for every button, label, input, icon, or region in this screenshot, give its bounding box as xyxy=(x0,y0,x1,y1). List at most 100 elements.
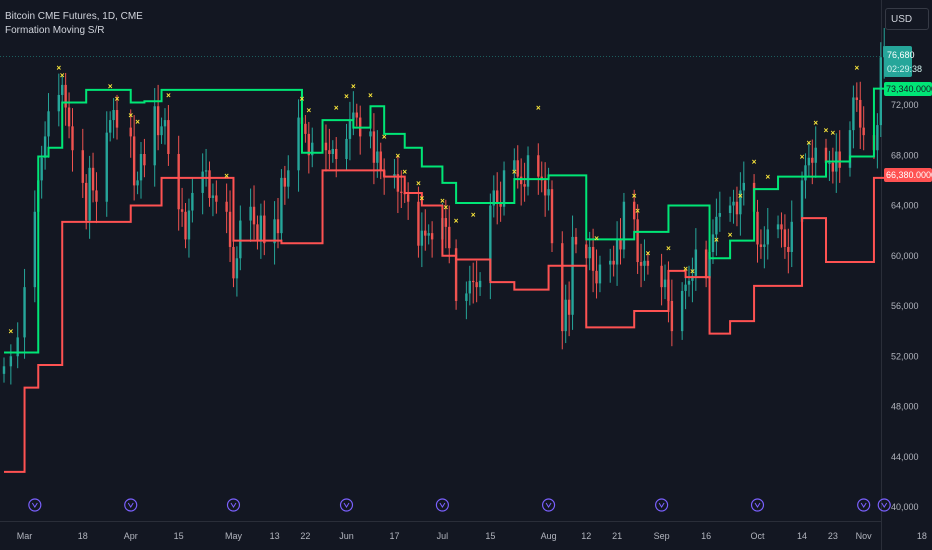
symbol-title[interactable]: Bitcoin CME Futures, 1D, CME xyxy=(5,11,143,22)
x-marker: × xyxy=(416,179,421,188)
x-marker: × xyxy=(334,104,339,113)
candle-body xyxy=(691,275,694,281)
candle-body xyxy=(420,230,424,246)
candle-body xyxy=(252,206,256,225)
event-icon xyxy=(877,498,891,512)
x-marker: × xyxy=(396,151,401,160)
last-price-label: 76,680 xyxy=(887,50,915,60)
candle-body xyxy=(311,142,314,156)
x-marker: × xyxy=(402,168,407,177)
candle-body xyxy=(831,162,835,172)
candle-body xyxy=(780,224,783,230)
candle-body xyxy=(502,170,506,207)
time-tick-label: Nov xyxy=(856,531,873,541)
time-tick-label: 22 xyxy=(300,531,310,541)
candle-body xyxy=(615,239,619,265)
x-marker: × xyxy=(752,158,757,167)
event-icon xyxy=(857,498,871,512)
candle-body xyxy=(759,244,763,247)
candle-body xyxy=(496,190,499,203)
event-icons[interactable] xyxy=(28,498,891,512)
x-marker: × xyxy=(594,234,599,243)
x-marker: × xyxy=(351,82,356,91)
candle-body xyxy=(643,260,646,266)
candle-body xyxy=(369,131,372,137)
candle-body xyxy=(444,218,448,227)
event-icon-glyph xyxy=(31,502,38,508)
candle-body xyxy=(239,220,242,259)
candle-body xyxy=(406,194,410,202)
candle-body xyxy=(852,97,855,131)
x-marker: × xyxy=(135,117,140,126)
candle-body xyxy=(417,201,420,246)
resistance-tag xyxy=(884,82,932,96)
x-marker: × xyxy=(454,217,459,226)
candle-body xyxy=(283,177,287,187)
candle-body xyxy=(235,258,239,279)
candle-body xyxy=(256,224,259,241)
price-tick-label: 72,000 xyxy=(891,100,919,110)
x-marker: × xyxy=(683,264,688,273)
candle-body xyxy=(684,284,687,291)
candle-body xyxy=(132,136,136,186)
time-axis[interactable]: Mar 18 Apr 15 May 13 22 Jun 17 Jul 15 Aug 12 21 Sep 16 O… xyxy=(17,531,927,541)
time-tick-label: Oct xyxy=(750,531,765,541)
x-marker: × xyxy=(646,249,651,258)
event-icon xyxy=(654,498,669,512)
currency-button[interactable]: USD xyxy=(885,8,929,30)
price-tick-label: 64,000 xyxy=(891,201,919,211)
candle-body xyxy=(355,112,358,118)
x-marker: × xyxy=(632,191,637,200)
x-marker: × xyxy=(344,92,349,101)
time-tick-label: 23 xyxy=(828,531,838,541)
x-marker: × xyxy=(800,153,805,162)
candle-body xyxy=(766,229,769,245)
candle-body xyxy=(811,157,814,163)
candle-body xyxy=(352,112,355,121)
candle-body xyxy=(215,195,218,202)
time-tick-label: 16 xyxy=(701,531,711,541)
x-marker: × xyxy=(738,191,743,200)
x-marker: × xyxy=(536,104,541,113)
candle-body xyxy=(95,190,98,202)
event-icon xyxy=(339,498,354,512)
candle-body xyxy=(273,219,276,244)
candle-body xyxy=(225,201,228,212)
candle-body xyxy=(742,182,745,191)
x-marker: × xyxy=(443,203,448,212)
candle-body xyxy=(376,151,379,163)
event-icon xyxy=(750,498,765,512)
x-marker: × xyxy=(824,126,829,135)
candle-body xyxy=(201,171,204,193)
candle-body xyxy=(232,246,235,279)
candle-body xyxy=(499,202,502,207)
candle-body xyxy=(879,57,882,126)
price-tick-label: 40,000 xyxy=(891,502,919,512)
indicator-title[interactable]: Formation Moving S/R xyxy=(5,25,105,36)
candle-body xyxy=(660,265,663,288)
time-tick-label: 15 xyxy=(485,531,495,541)
x-marker: × xyxy=(382,132,387,141)
event-icon xyxy=(124,498,138,512)
candle-body xyxy=(204,170,208,172)
price-axis[interactable]: 72,000 68,000 64,000 60,000 56,000 52,000 48,0… xyxy=(891,100,919,512)
candle-body xyxy=(156,106,160,136)
candle-body xyxy=(91,167,95,191)
candle-body xyxy=(249,206,252,221)
candle-body xyxy=(862,127,865,136)
candle-body xyxy=(187,210,191,240)
x-marker: × xyxy=(807,139,812,148)
candle-body xyxy=(694,249,698,276)
candle-body xyxy=(763,244,766,247)
candle-body xyxy=(304,123,307,134)
candle-body xyxy=(33,211,37,288)
candle-body xyxy=(115,110,119,128)
price-tick-label: 48,000 xyxy=(891,402,919,412)
candle-body xyxy=(139,153,143,181)
time-tick-label: May xyxy=(225,531,243,541)
event-icon xyxy=(28,498,42,512)
x-marker: × xyxy=(854,63,859,72)
x-marker: × xyxy=(224,171,229,180)
candle-body xyxy=(598,264,602,284)
